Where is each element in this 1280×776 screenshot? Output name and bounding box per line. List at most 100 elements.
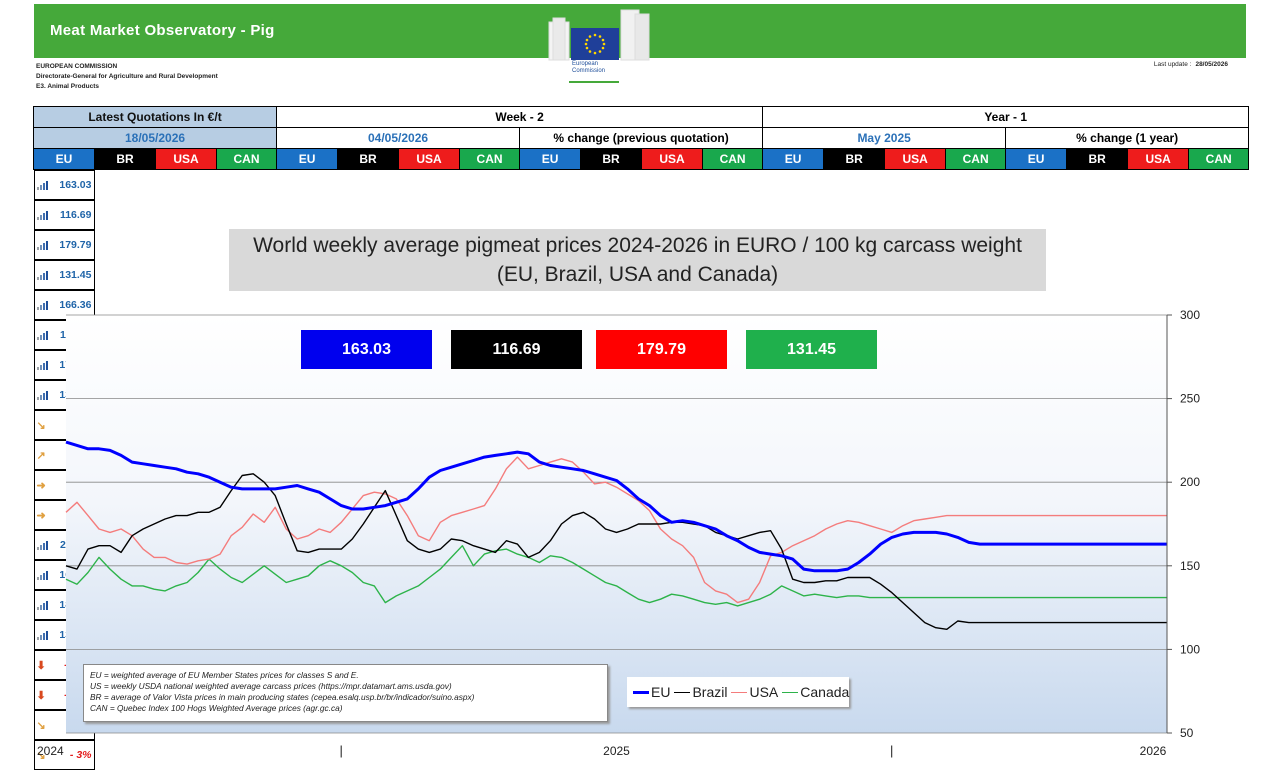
country-header-usa: USA bbox=[398, 148, 461, 170]
bar-chart-icon bbox=[36, 570, 48, 580]
definition-us: US = weekly USDA national weighted avera… bbox=[90, 681, 452, 691]
definition-br: BR = average of Valor Vista prices in ma… bbox=[90, 692, 475, 702]
country-header-br: BR bbox=[337, 148, 400, 170]
country-header-can: CAN bbox=[1188, 148, 1250, 170]
country-header-br: BR bbox=[94, 148, 156, 170]
legend-swatch-canada bbox=[782, 691, 799, 693]
definition-can: CAN = Quebec Index 100 Hogs Weighted Ave… bbox=[90, 703, 343, 713]
bar-chart-icon bbox=[36, 240, 48, 250]
bar-chart-icon bbox=[36, 210, 48, 220]
value-box-eu: 163.03 bbox=[301, 330, 432, 369]
year-change-header: % change (1 year) bbox=[1005, 127, 1250, 149]
trend-arrow-icon: ⬇ bbox=[36, 659, 46, 672]
series-line-brazil bbox=[65, 473, 1167, 630]
y-tick-label: 250 bbox=[1180, 392, 1200, 406]
bar-chart-icon bbox=[36, 330, 48, 340]
plot-area bbox=[66, 315, 1167, 733]
country-header-can: CAN bbox=[459, 148, 521, 170]
chart-title: World weekly average pigmeat prices 2024… bbox=[229, 229, 1046, 291]
bar-chart-icon bbox=[36, 630, 48, 640]
chart-legend: EU Brazil USA Canada bbox=[627, 677, 849, 707]
latest-value-can: 131.45 bbox=[33, 260, 95, 290]
x-tick-label: 2025 bbox=[603, 744, 630, 758]
logo-text-line2: Commission bbox=[572, 68, 606, 74]
country-header-can: CAN bbox=[702, 148, 764, 170]
country-header-eu: EU bbox=[276, 148, 339, 170]
trend-arrow-icon: ↘ bbox=[36, 719, 46, 732]
value-box-canada: 131.45 bbox=[746, 330, 877, 369]
latest-value-can-text: 131.45 bbox=[59, 269, 92, 281]
country-header-br: BR bbox=[823, 148, 886, 170]
bar-chart-icon bbox=[36, 540, 48, 550]
latest-value-usa: 179.79 bbox=[33, 230, 95, 260]
country-header-can: CAN bbox=[945, 148, 1007, 170]
bar-chart-icon bbox=[36, 390, 48, 400]
latest-value-br-text: 116.69 bbox=[59, 209, 92, 221]
series-line-usa bbox=[65, 456, 1167, 604]
year-header: Year - 1 bbox=[762, 106, 1250, 128]
country-header-eu: EU bbox=[33, 148, 95, 170]
logo-underline bbox=[569, 81, 619, 83]
legend-item-usa: USA bbox=[731, 684, 778, 700]
last-update-label: Last update : bbox=[1153, 61, 1192, 68]
trend-arrow-icon: ➜ bbox=[36, 479, 46, 492]
bar-chart-icon bbox=[36, 600, 48, 610]
x-tick-label: | bbox=[340, 743, 343, 758]
week-date: 04/05/2026 bbox=[276, 127, 521, 149]
legend-item-canada: Canada bbox=[782, 684, 849, 700]
org-line-2: Directorate-General for Agriculture and … bbox=[36, 73, 218, 80]
week-value-eu: 166.36 bbox=[33, 290, 95, 320]
year-change-can-text: - 3% bbox=[69, 749, 92, 761]
country-header-eu: EU bbox=[1005, 148, 1068, 170]
y-tick-label: 50 bbox=[1180, 726, 1194, 740]
latest-quotations-header: Latest Quotations In €/t bbox=[32, 106, 278, 128]
year-change-can: ↘ - 3% bbox=[33, 740, 95, 770]
bar-chart-icon bbox=[36, 360, 48, 370]
week-change-header: % change (previous quotation) bbox=[519, 127, 764, 149]
country-header-eu: EU bbox=[519, 148, 582, 170]
definitions-box: EU = weighted average of EU Member State… bbox=[83, 664, 608, 722]
org-line-3: E3. Animal Products bbox=[36, 83, 99, 90]
chart-title-line2: (EU, Brazil, USA and Canada) bbox=[496, 263, 779, 286]
page-title: Meat Market Observatory - Pig bbox=[50, 22, 275, 39]
series-line-canada bbox=[65, 544, 1167, 607]
legend-swatch-usa bbox=[731, 691, 748, 693]
country-header-usa: USA bbox=[641, 148, 704, 170]
y-tick-label: 150 bbox=[1180, 559, 1200, 573]
trend-arrow-icon: ⬇ bbox=[36, 689, 46, 702]
week-value-eu-text: 166.36 bbox=[59, 299, 92, 311]
y-tick-label: 100 bbox=[1180, 642, 1200, 656]
price-line-chart: 50 100 150 200 250 300 2024 | 2025 | 2026 bbox=[37, 308, 1200, 758]
logo-text: European Commission bbox=[572, 61, 605, 75]
bar-chart-icon bbox=[36, 300, 48, 310]
european-commission-logo: European Commission bbox=[547, 8, 659, 83]
legend-swatch-eu bbox=[633, 690, 649, 694]
value-box-usa: 179.79 bbox=[596, 330, 727, 369]
bar-chart-icon bbox=[36, 270, 48, 280]
trend-arrow-icon: ↗ bbox=[36, 449, 46, 462]
trend-arrow-icon: ↘ bbox=[36, 419, 46, 432]
latest-value-eu: 163.03 bbox=[33, 170, 95, 200]
value-box-brazil: 116.69 bbox=[451, 330, 582, 369]
chart-title-line1: World weekly average pigmeat prices 2024… bbox=[253, 234, 1022, 257]
country-header-usa: USA bbox=[155, 148, 217, 170]
country-header-eu: EU bbox=[762, 148, 825, 170]
organisation-info: EUROPEAN COMMISSION Directorate-General … bbox=[36, 62, 218, 92]
last-update-value: 28/05/2026 bbox=[1195, 61, 1228, 68]
bar-chart-icon bbox=[36, 180, 48, 190]
latest-value-usa-text: 179.79 bbox=[59, 239, 92, 251]
logo-text-line1: European bbox=[572, 61, 599, 67]
x-tick-label: | bbox=[890, 743, 893, 758]
ec-building-icon bbox=[548, 9, 650, 61]
y-tick-label: 300 bbox=[1180, 308, 1200, 322]
legend-item-brazil: Brazil bbox=[674, 684, 727, 700]
country-header-can: CAN bbox=[215, 148, 278, 170]
latest-value-br: 116.69 bbox=[33, 200, 95, 230]
legend-swatch-brazil bbox=[674, 691, 691, 693]
legend-label-eu: EU bbox=[651, 684, 671, 700]
legend-label-brazil: Brazil bbox=[692, 684, 728, 700]
trend-arrow-icon: ↘ bbox=[36, 749, 46, 762]
country-header-br: BR bbox=[1066, 148, 1129, 170]
last-update: Last update :28/05/2026 bbox=[1154, 61, 1228, 68]
latest-date: 18/05/2026 bbox=[32, 127, 278, 149]
